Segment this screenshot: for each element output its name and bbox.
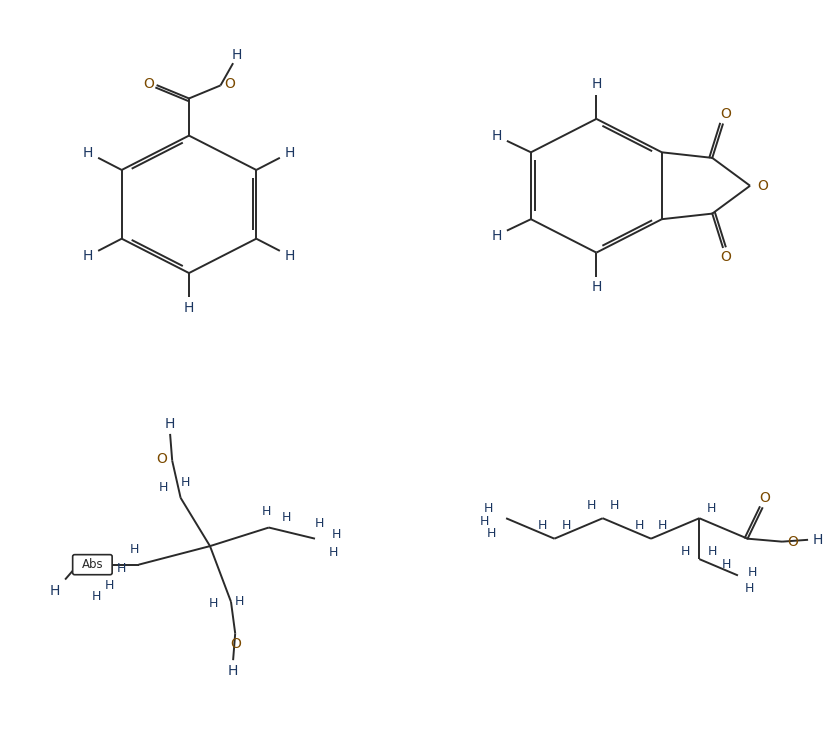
- Text: H: H: [129, 542, 139, 556]
- Text: H: H: [262, 505, 271, 519]
- Text: H: H: [285, 146, 295, 160]
- Text: H: H: [486, 528, 496, 540]
- Text: O: O: [721, 250, 732, 265]
- Text: H: H: [281, 510, 291, 524]
- Text: H: H: [285, 249, 295, 263]
- Text: H: H: [634, 519, 644, 532]
- Text: H: H: [234, 594, 244, 608]
- Text: O: O: [230, 637, 240, 651]
- Text: O: O: [156, 452, 167, 466]
- Text: H: H: [232, 48, 243, 62]
- Text: H: H: [745, 582, 754, 595]
- Text: O: O: [759, 491, 769, 504]
- Text: H: H: [610, 499, 619, 512]
- Text: H: H: [50, 584, 60, 597]
- Text: H: H: [92, 590, 102, 603]
- Text: H: H: [748, 566, 758, 579]
- Text: H: H: [181, 476, 191, 489]
- Text: H: H: [484, 502, 493, 516]
- Text: H: H: [83, 146, 93, 160]
- FancyBboxPatch shape: [73, 554, 113, 575]
- Text: H: H: [722, 558, 731, 571]
- Text: O: O: [787, 535, 798, 548]
- Text: H: H: [708, 545, 717, 558]
- Text: O: O: [143, 77, 154, 91]
- Text: H: H: [184, 301, 194, 314]
- Text: H: H: [208, 597, 218, 610]
- Text: H: H: [538, 519, 548, 532]
- Text: H: H: [561, 519, 571, 532]
- Text: H: H: [165, 417, 176, 430]
- Text: H: H: [658, 519, 668, 532]
- Text: O: O: [721, 107, 732, 121]
- Text: H: H: [491, 229, 501, 242]
- Text: H: H: [158, 481, 168, 494]
- Text: H: H: [586, 499, 596, 512]
- Text: H: H: [491, 129, 501, 143]
- Text: H: H: [314, 517, 324, 531]
- Text: H: H: [812, 533, 822, 547]
- Text: O: O: [224, 77, 235, 91]
- Text: H: H: [591, 77, 601, 91]
- Text: H: H: [116, 562, 126, 575]
- Text: H: H: [591, 280, 601, 294]
- Text: H: H: [83, 249, 93, 263]
- Text: H: H: [332, 528, 342, 542]
- Text: H: H: [480, 516, 489, 528]
- Text: H: H: [228, 663, 239, 678]
- Text: Abs: Abs: [81, 558, 103, 571]
- Text: H: H: [681, 545, 690, 558]
- Text: O: O: [757, 179, 768, 192]
- Text: H: H: [706, 502, 716, 516]
- Text: H: H: [329, 546, 339, 559]
- Text: H: H: [104, 579, 114, 591]
